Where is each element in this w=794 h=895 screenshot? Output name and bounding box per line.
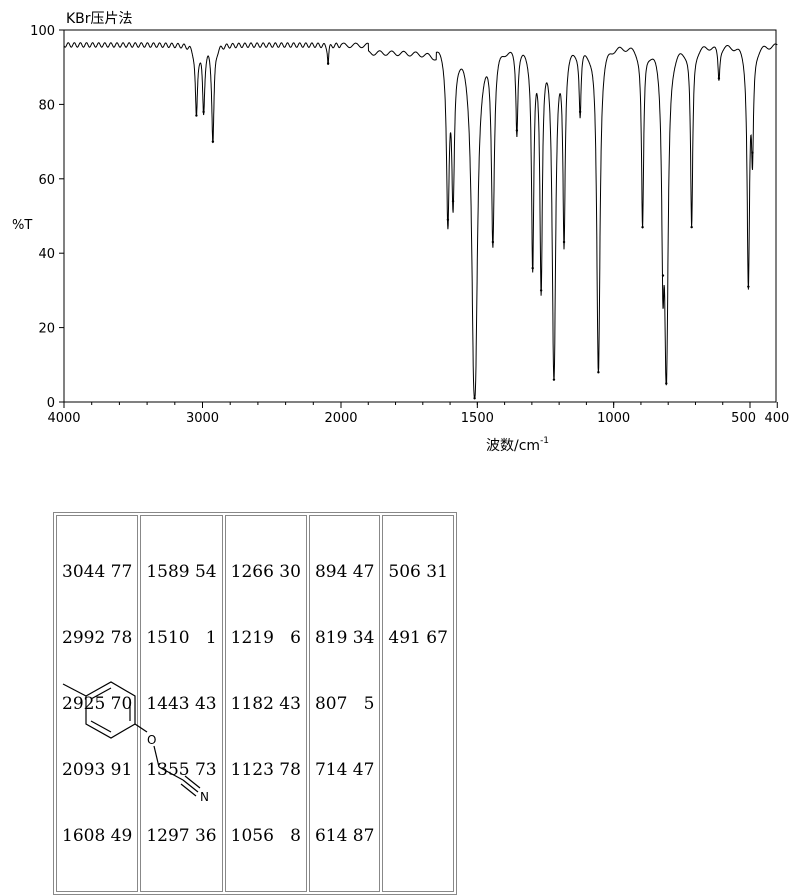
peak-entry: 1056 8 [230,826,301,846]
x-axis-label-text: 波数/cm [486,438,540,454]
peak-point [491,240,495,244]
methyl-bond [62,683,87,697]
peak-point [211,140,215,143]
y-tick-label: 40 [38,247,55,262]
peak-point [690,225,693,229]
peak-point [195,114,198,117]
peak-entry: 1266 30 [230,562,301,582]
molecule-bonds [62,681,201,797]
benzene-ring [85,681,136,739]
spectrum-line [63,42,778,400]
peak-point [446,218,450,221]
ring-double-bond [90,687,112,700]
peak-entry: 506 31 [388,562,448,582]
peak-entry: 3044 77 [62,562,133,582]
peak-entry: 2992 78 [62,628,133,648]
nitrile-triple-bond [184,775,201,789]
ch2-c-bond [158,766,184,781]
x-tick-label: 4000 [47,411,80,426]
peak-point [326,62,330,65]
x-tick-label: 3000 [186,411,219,426]
oxygen-atom: O [147,733,156,747]
peak-entry: 714 47 [314,760,375,780]
y-tick-label: 20 [38,322,55,337]
x-tick-label: 400 [764,411,789,426]
nitrile-triple-bond [182,779,199,793]
peak-point [747,285,750,288]
peak-entry: 1123 78 [230,760,301,780]
peak-entry: 1182 43 [230,694,301,714]
peak-point [202,110,205,114]
x-axis-label-superscript: -1 [540,436,549,446]
peak-entry: 614 87 [314,826,375,846]
y-axis-label: %T [12,218,32,233]
peak-column-5: 506 31 491 67 [382,515,454,892]
peak-entry: 1510 1 [146,628,217,648]
peak-entry: 1443 43 [146,694,217,714]
peak-column-2: 1589 54 1510 1 1443 43 1355 73 1297 36 [140,515,223,892]
ring-double-bond [90,720,112,733]
peak-entry: 894 47 [314,562,375,582]
peak-point [473,397,476,400]
peak-entry: 807 5 [314,694,375,714]
plot-area: 0 20 40 60 80 100 4000 3000 2000 1500 1000 500 400 [30,24,789,426]
peak-column-4: 894 47 819 34 807 5 714 47 614 87 [308,515,381,892]
peak-column-3: 1266 30 1219 6 1182 43 1123 78 1056 8 [224,515,307,892]
peak-point [578,110,582,114]
peak-point [531,266,534,270]
peak-point [641,225,644,229]
peak-entry: 2093 91 [62,760,133,780]
x-tick-label: 2000 [324,411,357,426]
chart-title: KBr压片法 [66,11,133,27]
peak-entry: 819 34 [314,628,375,648]
peak-entry: 1589 54 [146,562,217,582]
x-axis-label: 波数/cm-1 [486,436,549,454]
peak-point [661,274,665,277]
peak-point [751,151,754,154]
peak-point [539,289,543,292]
peak-point [717,77,721,80]
peak-point [562,240,566,244]
peak-column-1: 3044 77 2992 78 2925 70 2093 91 1608 49 [56,515,139,892]
peak-point [451,199,455,203]
y-tick-label: 100 [30,24,55,39]
y-tick-label: 80 [38,98,55,113]
o-ch2-bond [153,745,160,768]
aryl-o-bond [134,723,148,733]
x-tick-label: 500 [731,411,756,426]
peak-entry: 1355 73 [146,760,217,780]
peak-entry: 1608 49 [62,826,133,846]
x-tick-label: 1500 [461,411,494,426]
y-tick-label: 60 [38,173,55,188]
peak-entry: 491 67 [388,628,448,648]
peak-entry: 2925 70 [62,694,133,714]
molecule-structure: O N [62,681,209,804]
y-tick-label: 0 [47,396,55,411]
plot-frame [63,29,777,403]
x-tick-label: 1000 [597,411,630,426]
peak-entry: 1297 36 [146,826,217,846]
nitrile-triple-bond [180,783,197,797]
peak-point [597,371,600,374]
peak-entry: 1219 6 [230,628,301,648]
peak-point [515,129,519,132]
peak-point [552,378,556,381]
peak-table-row: 3044 77 2992 78 2925 70 2093 91 1608 49 … [56,515,454,892]
ir-spectrum-chart: KBr压片法 0 20 40 60 80 100 4000 3000 2000 1500 1000 5… [12,11,789,454]
peak-point [665,382,668,385]
nitrogen-atom: N [200,790,209,804]
